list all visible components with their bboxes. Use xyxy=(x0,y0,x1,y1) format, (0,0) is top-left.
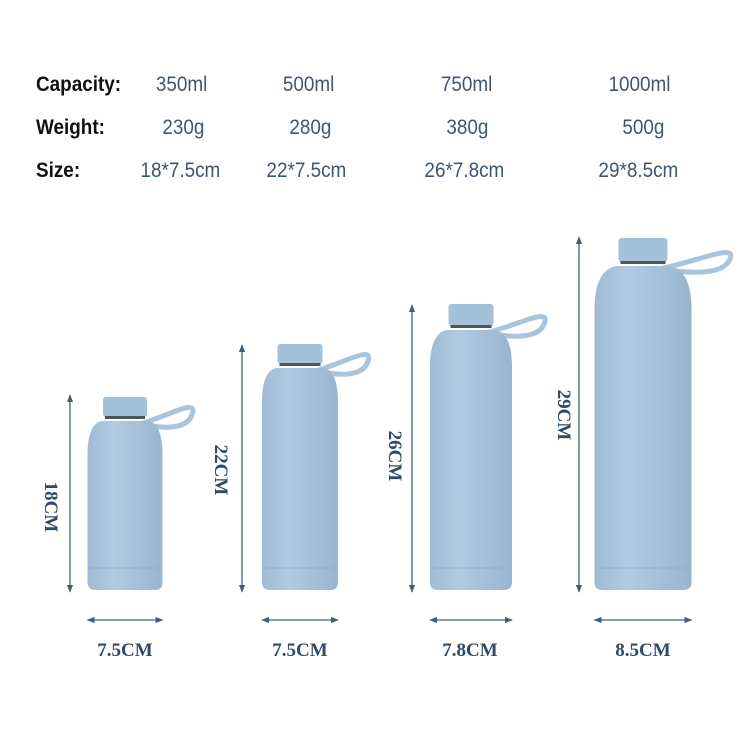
bottle-body-4 xyxy=(594,266,692,590)
bottle-body-3 xyxy=(430,330,512,590)
loop-handle-4 xyxy=(661,249,734,275)
capacity-750: 750ml xyxy=(440,73,493,96)
width-label-1: 7.5CM xyxy=(97,640,153,661)
bottle-body-2 xyxy=(262,368,338,590)
size-29: 29*8.5cm xyxy=(598,159,679,182)
size-22: 22*7.5cm xyxy=(266,159,347,182)
height-label-3: 26CM xyxy=(384,430,405,482)
size-18: 18*7.5cm xyxy=(140,159,221,182)
loop-handle-3 xyxy=(487,314,548,339)
height-label-1: 18CM xyxy=(40,481,61,533)
bottle-cap-4 xyxy=(618,238,668,262)
weight-380: 380g xyxy=(446,116,489,139)
width-label-2: 7.5CM xyxy=(272,640,328,661)
metal-ring-2 xyxy=(279,363,321,366)
height-label-2: 22CM xyxy=(210,444,231,496)
size-label: Size: xyxy=(36,159,81,182)
width-label-4: 8.5CM xyxy=(615,640,671,661)
bottle-cap-2 xyxy=(277,344,323,364)
metal-ring-4 xyxy=(620,261,666,264)
bottle-body-1 xyxy=(87,421,163,590)
capacity-500: 500ml xyxy=(282,73,335,96)
size-26: 26*7.8cm xyxy=(424,159,505,182)
width-label-3: 7.8CM xyxy=(442,640,498,661)
loop-handle-1 xyxy=(140,405,196,430)
weight-280: 280g xyxy=(289,116,332,139)
capacity-350: 350ml xyxy=(155,73,208,96)
height-label-4: 29CM xyxy=(553,389,574,441)
bottle-cap-1 xyxy=(103,397,147,417)
weight-230: 230g xyxy=(162,116,205,139)
capacity-1000: 1000ml xyxy=(608,73,671,96)
weight-500: 500g xyxy=(622,116,665,139)
bottle-cap-3 xyxy=(448,304,494,326)
weight-label: Weight: xyxy=(36,116,105,139)
metal-ring-3 xyxy=(450,325,492,328)
loop-handle-2 xyxy=(316,352,372,377)
capacity-label: Capacity: xyxy=(36,73,122,96)
metal-ring-1 xyxy=(105,416,145,419)
